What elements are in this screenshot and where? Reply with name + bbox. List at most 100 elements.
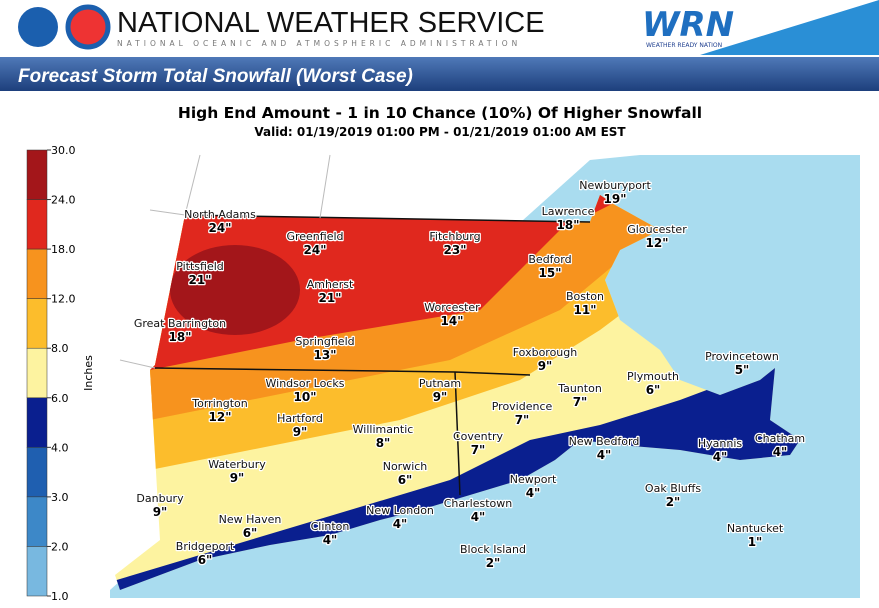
city-name: New Haven [219,513,282,526]
city-amount: 9" [293,425,308,439]
legend-swatch [26,149,48,200]
legend-tick-label: 6.0 [51,392,69,405]
city-amount: 4" [597,448,612,462]
legend: 30.0 24.0 18.0 12.0 8.0 6.0 4.0 3.0 2.0 1.0 [26,144,76,603]
banner [0,57,879,91]
city-name: Bridgeport [176,540,235,553]
city-amount: 6" [646,383,661,397]
city-amount: 9" [230,471,245,485]
band [170,245,300,335]
city-name: Boston [566,290,604,303]
city-name: New Bedford [569,435,640,448]
city-amount: 1" [748,535,763,549]
city-amount: 10" [294,390,317,404]
city-name: Foxborough [513,346,578,359]
legend-tick-label: 18.0 [51,243,76,256]
legend-tick-label: 30.0 [51,144,76,157]
city-amount: 4" [526,486,541,500]
city-amount: 4" [713,450,728,464]
outside-borders [119,154,331,369]
state-borders [154,214,591,496]
city-name: Bedford [528,253,571,266]
city-name: Norwich [383,460,428,473]
legend-tick-label: 8.0 [51,342,69,355]
city-name: Providence [492,400,553,413]
city-name: Lawrence [542,205,595,218]
nws-logo [65,4,111,50]
city-amount: 8" [376,436,391,450]
city-name: Newburyport [579,179,651,192]
city-amount: 4" [393,517,408,531]
city-name: New London [366,504,434,517]
city-name: Block Island [460,543,526,556]
city-amount: 18" [169,330,192,344]
map: North Adams24"Greenfield24"Fitchburg23"L… [110,154,860,598]
city-amount: 6" [398,473,413,487]
city-amount: 9" [153,505,168,519]
noaa-logo [18,7,58,47]
city-amount: 24" [209,221,232,235]
border [119,154,331,369]
city-amount: 12" [209,410,232,424]
city-name: Pittsfield [176,260,224,273]
legend-tick-label: 2.0 [51,540,69,553]
legend-swatch [26,447,48,498]
city-amount: 24" [304,243,327,257]
city-name: Greenfield [286,230,343,243]
city-name: Springfield [295,335,354,348]
city-name: Fitchburg [429,230,480,243]
city-amount: 6" [243,526,258,540]
banner-title: Forecast Storm Total Snowfall (Worst Cas… [18,66,413,87]
city-amount: 9" [433,390,448,404]
city-amount: 2" [666,495,681,509]
city-amount: 2" [486,556,501,570]
header-swoosh [700,0,879,55]
legend-swatch [26,298,48,349]
legend-tick-label: 12.0 [51,293,76,306]
legend-tick-label: 3.0 [51,491,69,504]
map-subtitle: Valid: 01/19/2019 01:00 PM - 01/21/2019 … [254,125,626,139]
city-name: Putnam [419,377,461,390]
city-name: Nantucket [727,522,784,535]
city-name: Coventry [453,430,503,443]
legend-swatch [26,347,48,399]
city-amount: 5" [735,363,750,377]
legend-tick-label: 24.0 [51,194,76,207]
city-name: Clinton [311,520,350,533]
city-amount: 11" [574,303,597,317]
city-name: Worcester [424,301,480,314]
city-name: Provincetown [705,350,779,363]
city-name: North Adams [184,208,256,221]
agency: NATIONAL WEATHER SERVICE [117,7,545,39]
city-amount: 14" [441,314,464,328]
map-title: High End Amount - 1 in 10 Chance (10%) O… [178,104,702,122]
city-amount: 9" [538,359,553,373]
city-name: Hartford [277,412,323,425]
city-amount: 4" [323,533,338,547]
city-amount: 7" [471,443,486,457]
city-name: Newport [510,473,557,486]
city-name: Waterbury [208,458,266,471]
city-name: Taunton [557,382,602,395]
city-name: Gloucester [627,223,687,236]
border [154,214,591,496]
wrn-logo: WRN [642,5,734,45]
legend-swatch [26,546,48,597]
city-amount: 7" [515,413,530,427]
legend-label: Inches [82,355,95,391]
legend-swatch [26,397,48,448]
city-name: Chatham [755,432,805,445]
subagency: NATIONAL OCEANIC AND ATMOSPHERIC ADMINIS… [117,39,521,48]
legend-swatch [26,248,48,299]
city-amount: 21" [319,291,342,305]
city-name: Hyannis [698,437,743,450]
city-name: Willimantic [353,423,414,436]
city-amount: 12" [646,236,669,250]
city-name: Windsor Locks [266,377,345,390]
city-amount: 7" [573,395,588,409]
legend-tick-label: 4.0 [51,441,69,454]
city-amount: 21" [189,273,212,287]
city-name: Danbury [136,492,184,505]
legend-tick-label: 1.0 [51,590,69,603]
